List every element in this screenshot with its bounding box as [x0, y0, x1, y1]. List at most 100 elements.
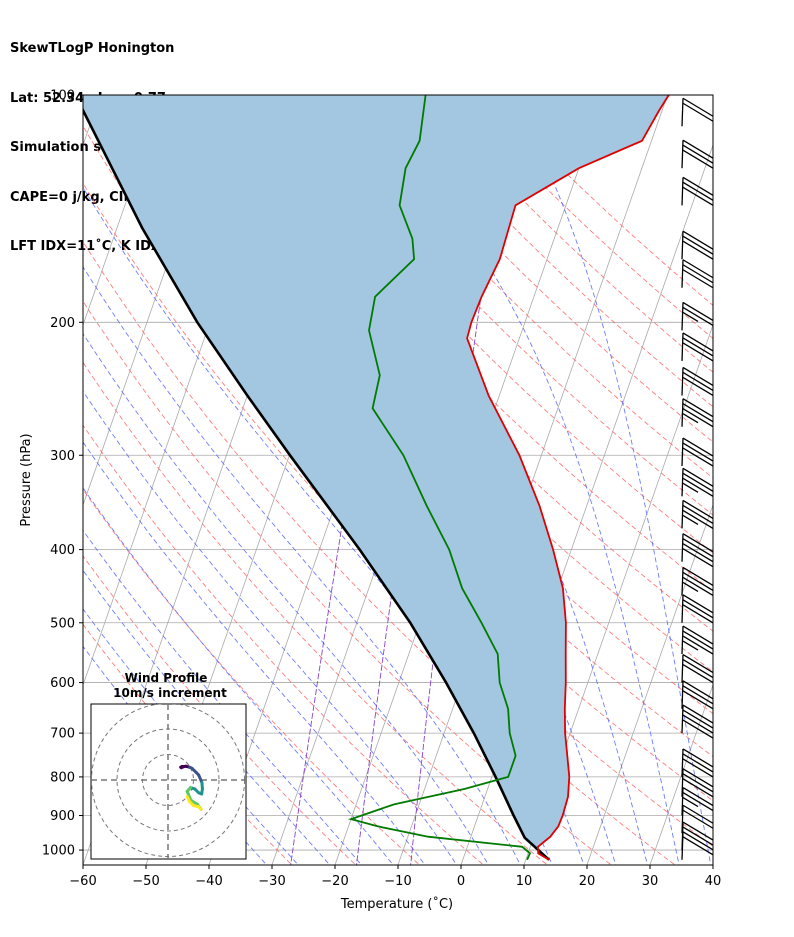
wind-barb — [681, 467, 714, 497]
barb-flag-full — [682, 753, 714, 773]
x-tick-label: −10 — [384, 874, 411, 889]
barb-flag-full — [682, 709, 714, 729]
barb-flag-half — [682, 514, 699, 525]
barb-flag-full — [682, 447, 714, 467]
wind-barb — [681, 97, 714, 127]
barb-flag-full — [682, 337, 714, 357]
barb-flag-full — [682, 230, 714, 250]
barb-flag-full — [682, 594, 714, 614]
dry-adiabat-line — [83, 424, 485, 865]
moist-adiabat-line — [83, 608, 299, 865]
x-tick-label: 20 — [579, 874, 596, 889]
barb-flag-full — [682, 831, 714, 851]
barb-staff — [681, 437, 684, 467]
y-tick-label: 800 — [50, 770, 75, 785]
barb-flag-full — [682, 472, 714, 492]
isotherm-line — [649, 683, 713, 865]
isotherm-line — [712, 863, 713, 865]
barb-flag-full — [682, 499, 714, 519]
barb-flag-full — [682, 836, 714, 856]
barb-flag-full — [682, 403, 714, 423]
y-tick-label: 500 — [50, 616, 75, 631]
barb-flag-full — [682, 371, 714, 392]
isotherm-line — [523, 323, 713, 865]
barb-flag-full — [682, 714, 714, 734]
isotherm-line — [586, 503, 713, 865]
barb-staff — [681, 680, 684, 709]
wind-barb — [681, 259, 714, 289]
dry-adiabat-line — [83, 300, 612, 865]
barb-flag-full — [682, 538, 714, 558]
barb-staff — [681, 500, 684, 529]
dry-adiabat-line — [358, 95, 713, 443]
wind-barb — [681, 301, 714, 331]
wind-barb — [681, 748, 714, 778]
barb-flag-full — [682, 690, 714, 710]
wind-barb — [681, 176, 714, 206]
barb-flag-half — [682, 581, 699, 592]
barb-flag-half — [682, 482, 699, 493]
barb-flag-full — [682, 778, 714, 798]
barb-flag-full — [682, 240, 714, 260]
dry-adiabat-line — [83, 361, 548, 865]
barb-flag-full — [682, 625, 714, 645]
barb-flag-full — [682, 509, 714, 529]
wind-barb — [681, 680, 714, 710]
barb-flag-full — [682, 181, 714, 201]
barb-flag-full — [682, 604, 714, 624]
barb-staff — [681, 748, 684, 777]
x-tick-label: −40 — [195, 874, 222, 889]
y-tick-label: 1000 — [42, 844, 75, 859]
barb-flag-full — [682, 719, 714, 739]
y-tick-label: 700 — [50, 727, 75, 742]
moist-adiabat-line — [83, 332, 490, 865]
moist-adiabat-line — [83, 441, 426, 865]
barb-staff — [681, 533, 684, 562]
barb-flag-full — [682, 306, 714, 326]
barb-flag-full — [682, 826, 714, 846]
dry-adiabat-line — [83, 555, 357, 865]
y-tick-label: 400 — [50, 543, 75, 558]
wind-barb — [681, 786, 714, 816]
hodograph — [91, 704, 246, 859]
barb-flag-full — [682, 97, 714, 117]
wind-barb — [681, 594, 714, 624]
hodograph-title: Wind Profile — [125, 671, 208, 685]
barb-flag-full — [682, 442, 714, 462]
wind-barb — [681, 704, 714, 739]
barb-staff — [681, 140, 684, 169]
barb-staff — [681, 398, 684, 427]
barb-flag-full — [682, 264, 714, 284]
barb-flag-full — [682, 630, 714, 650]
barb-flag-full — [682, 659, 714, 679]
moist-adiabat-line — [509, 95, 712, 865]
barb-flag-full — [682, 533, 714, 553]
barb-flag-full — [682, 139, 714, 159]
wind-barb — [681, 831, 714, 860]
barb-flag-full — [682, 376, 714, 397]
barb-flag-full — [682, 685, 714, 705]
barb-flag-full — [682, 791, 714, 812]
hodograph-segment — [185, 789, 193, 802]
y-tick-label: 100 — [50, 89, 75, 104]
dry-adiabat-line — [83, 488, 421, 865]
wind-barb — [681, 332, 714, 362]
barb-flag-full — [682, 680, 714, 700]
x-tick-label: −50 — [132, 874, 159, 889]
axis-ticks: −60 −50 −40 −30 −20 −10 0 10 20 30 40 100 200 300 400 5… — [42, 89, 721, 890]
wind-barb — [681, 437, 714, 467]
barb-flag-full — [682, 758, 714, 778]
x-tick-label: 0 — [457, 874, 465, 889]
isotherm-line — [397, 95, 668, 865]
barb-flag-full — [682, 437, 714, 457]
barb-flag-full — [682, 773, 714, 793]
chart-title: SkewTLogP Honington — [10, 41, 175, 56]
barb-flag-full — [682, 654, 714, 674]
barb-flag-full — [682, 408, 714, 428]
barb-flag-full — [682, 186, 714, 206]
barb-staff — [681, 831, 684, 860]
wind-barb — [681, 499, 714, 529]
y-tick-label: 300 — [50, 449, 75, 464]
x-tick-label: −20 — [321, 874, 348, 889]
